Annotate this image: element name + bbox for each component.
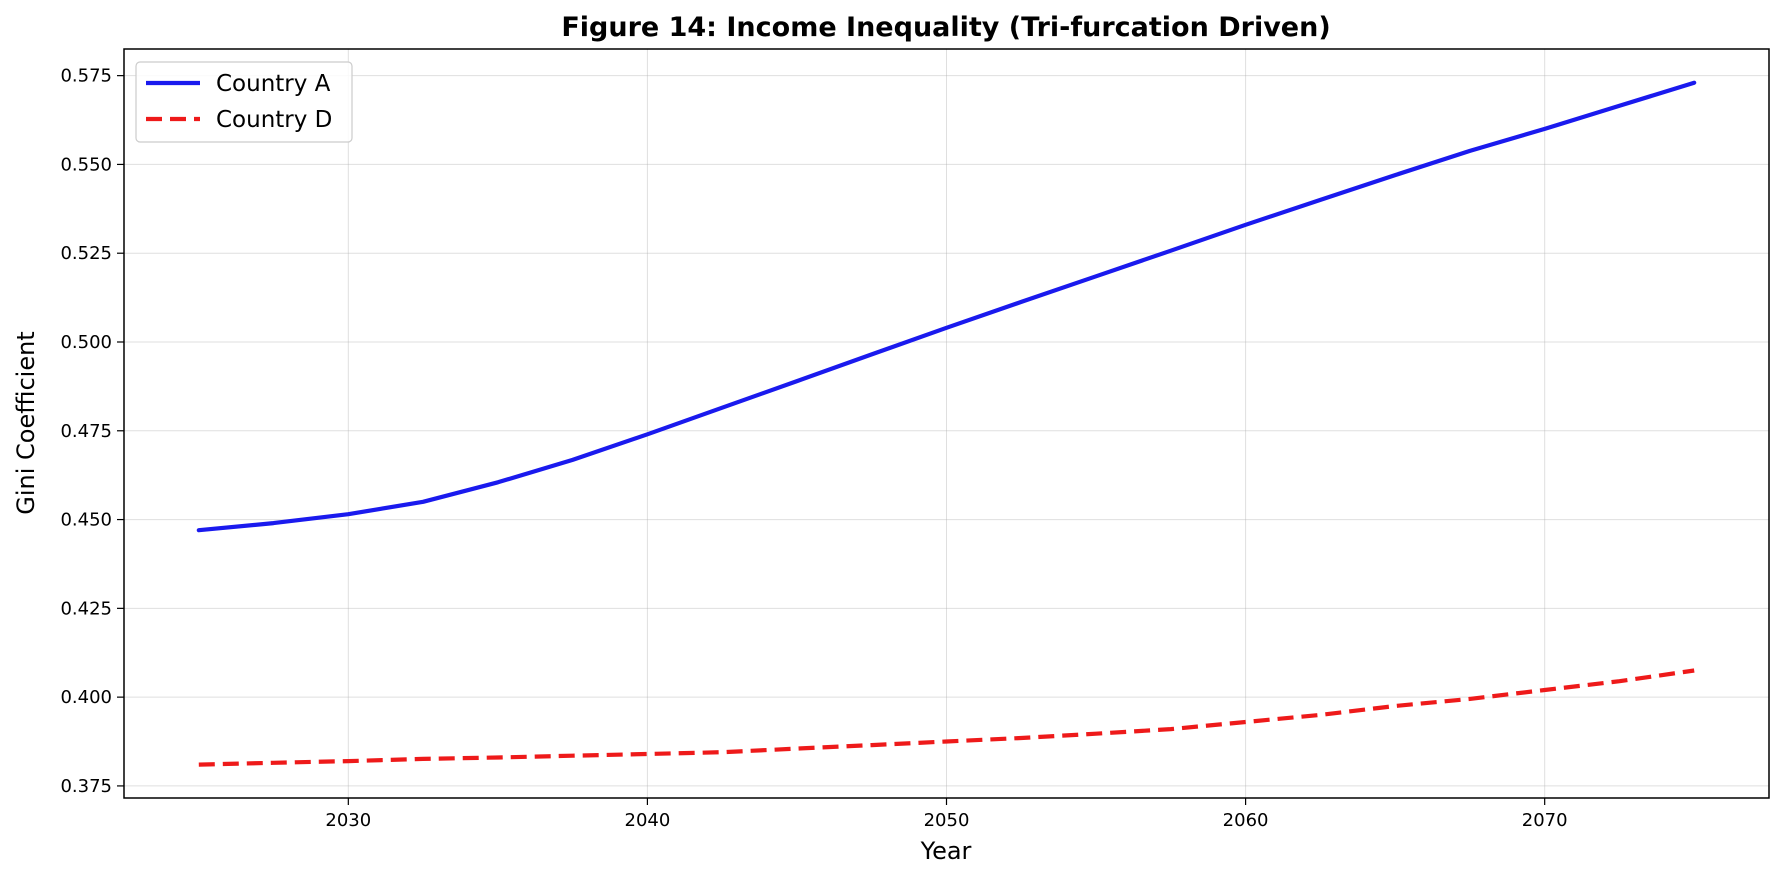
y-axis-ticks: 0.375 0.400 0.425 0.450 0.475 0.500 0.525 0.550… — [60, 66, 124, 797]
legend-entry-label: Country A — [216, 71, 331, 97]
y-axis-label: Gini Coefficient — [12, 331, 40, 514]
x-tick-label: 2060 — [1223, 810, 1269, 831]
y-tick-label: 0.425 — [60, 598, 112, 619]
y-tick-label: 0.475 — [60, 421, 112, 442]
legend: Country A Country D — [135, 61, 353, 143]
y-tick-label: 0.550 — [60, 154, 112, 175]
y-tick-label: 0.525 — [60, 243, 112, 264]
x-axis-label: Year — [920, 837, 972, 865]
y-tick-label: 0.575 — [60, 66, 112, 87]
x-tick-label: 2030 — [325, 810, 371, 831]
series-line-country-d — [198, 668, 1695, 767]
x-tick-label: 2040 — [625, 810, 671, 831]
grid-lines — [124, 49, 1769, 798]
plot-frame — [123, 48, 1770, 799]
legend-entry-label: Country D — [216, 107, 332, 133]
x-tick-label: 2050 — [924, 810, 970, 831]
y-tick-label: 0.500 — [60, 332, 112, 353]
x-axis-ticks: 2030 2040 2050 2060 2070 — [325, 798, 1568, 831]
series-lines — [196, 80, 1697, 767]
series-line-country-a — [196, 80, 1697, 533]
y-tick-label: 0.375 — [60, 776, 112, 797]
y-tick-label: 0.400 — [60, 687, 112, 708]
chart-title: Figure 14: Income Inequality (Tri-furcat… — [561, 12, 1330, 43]
x-tick-label: 2070 — [1522, 810, 1568, 831]
y-tick-label: 0.450 — [60, 510, 112, 531]
